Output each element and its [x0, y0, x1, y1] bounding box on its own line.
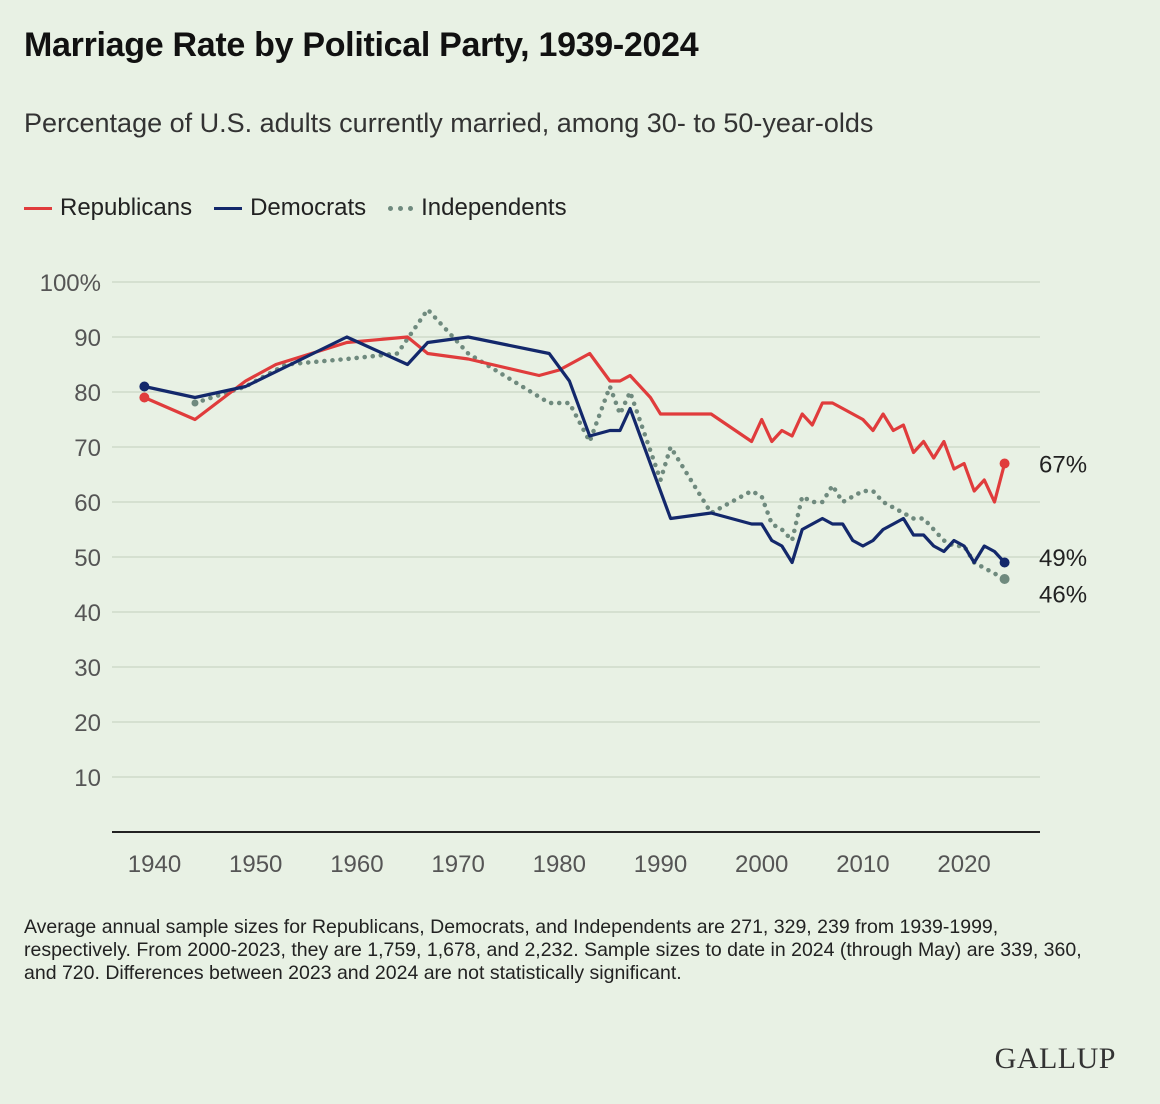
- end-marker-republicans: [999, 458, 1010, 469]
- legend-swatch-republicans: [24, 206, 52, 210]
- y-tick-label-20: 20: [74, 710, 101, 737]
- y-tick-label-70: 70: [74, 435, 101, 462]
- end-label-democrats: 49%: [1039, 545, 1087, 572]
- chart-title: Marriage Rate by Political Party, 1939-2…: [24, 26, 699, 64]
- series-line-democrats: [142, 335, 1007, 565]
- legend-label-independents: Independents: [421, 194, 567, 221]
- y-tick-label-10: 10: [74, 765, 101, 792]
- series-line-independents: [192, 307, 1007, 582]
- y-tick-label-40: 40: [74, 600, 101, 627]
- x-tick-label-1960: 1960: [330, 851, 383, 878]
- legend-item-independents: Independents: [388, 194, 567, 222]
- start-marker-independents: [191, 399, 199, 407]
- start-marker-democrats: [139, 381, 150, 392]
- y-tick-label-30: 30: [74, 655, 101, 682]
- end-marker-independents: [999, 574, 1010, 584]
- x-tick-label-1950: 1950: [229, 851, 282, 878]
- end-label-independents: 46%: [1039, 581, 1087, 608]
- y-tick-label-60: 60: [74, 490, 101, 517]
- legend-swatch-independents: [388, 205, 414, 211]
- x-tick-label-2010: 2010: [836, 851, 889, 878]
- y-tick-label-50: 50: [74, 545, 101, 572]
- line-chart: 10 20 30 40 50 60 70 80 90 100% 1940 1950 1960 1970 19…: [40, 270, 1087, 878]
- legend-label-republicans: Republicans: [60, 194, 193, 221]
- x-tick-label-1990: 1990: [634, 851, 687, 878]
- x-tick-label-2020: 2020: [937, 851, 990, 878]
- start-marker-republicans: [139, 392, 150, 403]
- gallup-logo: GALLUP: [994, 1042, 1116, 1075]
- footnote: Average annual sample sizes for Republic…: [24, 916, 1082, 984]
- legend-label-democrats: Democrats: [250, 194, 367, 221]
- chart-subtitle: Percentage of U.S. adults currently marr…: [24, 108, 874, 138]
- chart-legend: Republicans Democrats Independents: [24, 194, 567, 222]
- end-marker-democrats: [999, 557, 1010, 568]
- legend-swatch-democrats: [214, 206, 243, 210]
- x-tick-label-1970: 1970: [431, 851, 484, 878]
- x-tick-label-1940: 1940: [128, 851, 181, 878]
- y-tick-label-100: 100%: [40, 270, 101, 297]
- legend-item-democrats: Democrats: [214, 194, 366, 222]
- x-tick-label-1980: 1980: [533, 851, 586, 878]
- x-tick-label-2000: 2000: [735, 851, 788, 878]
- y-tick-label-90: 90: [74, 325, 101, 352]
- y-tick-label-80: 80: [74, 380, 101, 407]
- series-line-republicans: [142, 335, 1007, 504]
- legend-item-republicans: Republicans: [24, 194, 192, 222]
- end-label-republicans: 67%: [1039, 452, 1087, 479]
